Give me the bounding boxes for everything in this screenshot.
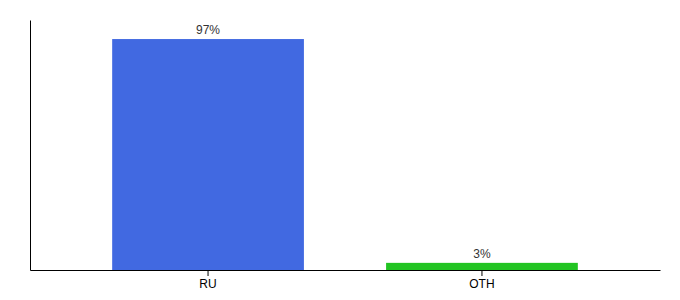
x-tick-mark bbox=[481, 270, 482, 276]
data-labels: 97% 3% bbox=[196, 23, 491, 261]
data-label: 97% bbox=[196, 23, 220, 37]
chart-container: RU OTH 97% 3% bbox=[0, 0, 680, 300]
data-label: 3% bbox=[473, 247, 491, 261]
x-tick-label: OTH bbox=[469, 277, 494, 291]
chart: RU OTH 97% 3% bbox=[0, 0, 680, 300]
x-tick: OTH bbox=[469, 270, 494, 291]
plot: RU OTH 97% 3% bbox=[31, 21, 661, 291]
x-tick-mark bbox=[208, 270, 209, 276]
x-tick: RU bbox=[199, 270, 216, 291]
bar bbox=[386, 263, 578, 270]
x-axis-line bbox=[31, 270, 661, 271]
bar bbox=[112, 39, 304, 270]
x-axis: RU OTH bbox=[31, 270, 661, 291]
y-axis-line bbox=[30, 21, 31, 271]
bars bbox=[112, 39, 578, 270]
y-axis bbox=[30, 21, 31, 271]
x-tick-label: RU bbox=[199, 277, 216, 291]
